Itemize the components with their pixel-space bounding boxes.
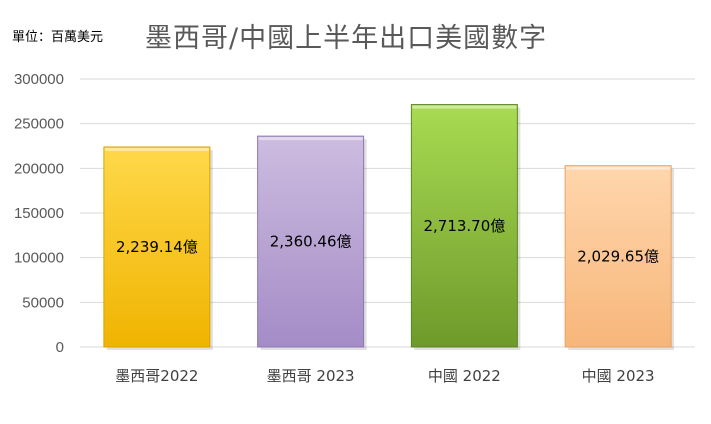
bar: [103, 146, 211, 348]
bar-highlight: [104, 147, 209, 151]
y-tick-label: 50000: [22, 294, 64, 311]
data-labels: 2,239.14億 2,360.46億 2,713.70億 2,029.65億: [116, 217, 659, 266]
x-tick-label: 墨西哥 2023: [267, 367, 355, 385]
x-axis-ticks: 墨西哥2022 墨西哥 2023 中國 2022 中國 2023: [115, 367, 654, 385]
x-tick-label: 中國 2022: [428, 367, 501, 385]
data-label: 2,029.65億: [577, 247, 659, 265]
bar: [257, 135, 365, 348]
y-tick-label: 0: [56, 339, 64, 356]
y-tick-label: 100000: [14, 250, 64, 267]
bar-highlight: [412, 105, 517, 109]
data-label: 2,239.14億: [116, 238, 198, 256]
x-tick-label: 中國 2023: [582, 367, 655, 385]
x-tick-label: 墨西哥2022: [115, 367, 198, 385]
y-tick-label: 200000: [14, 160, 64, 177]
y-tick-label: 300000: [14, 71, 64, 88]
chart-title: 墨西哥/中國上半年出口美國數字: [145, 23, 548, 54]
bar-highlight: [566, 166, 671, 170]
bars: [103, 104, 675, 350]
bar: [564, 165, 672, 348]
y-tick-label: 250000: [14, 116, 64, 133]
data-label: 2,713.70億: [423, 217, 505, 235]
bar: [410, 104, 518, 348]
unit-label: 單位：百萬美元: [12, 30, 104, 45]
bar-highlight: [258, 137, 363, 141]
y-axis-ticks: 0 50000 100000 150000 200000 250000 300000: [14, 71, 64, 356]
data-label: 2,360.46億: [270, 233, 352, 251]
y-tick-label: 150000: [14, 205, 64, 222]
